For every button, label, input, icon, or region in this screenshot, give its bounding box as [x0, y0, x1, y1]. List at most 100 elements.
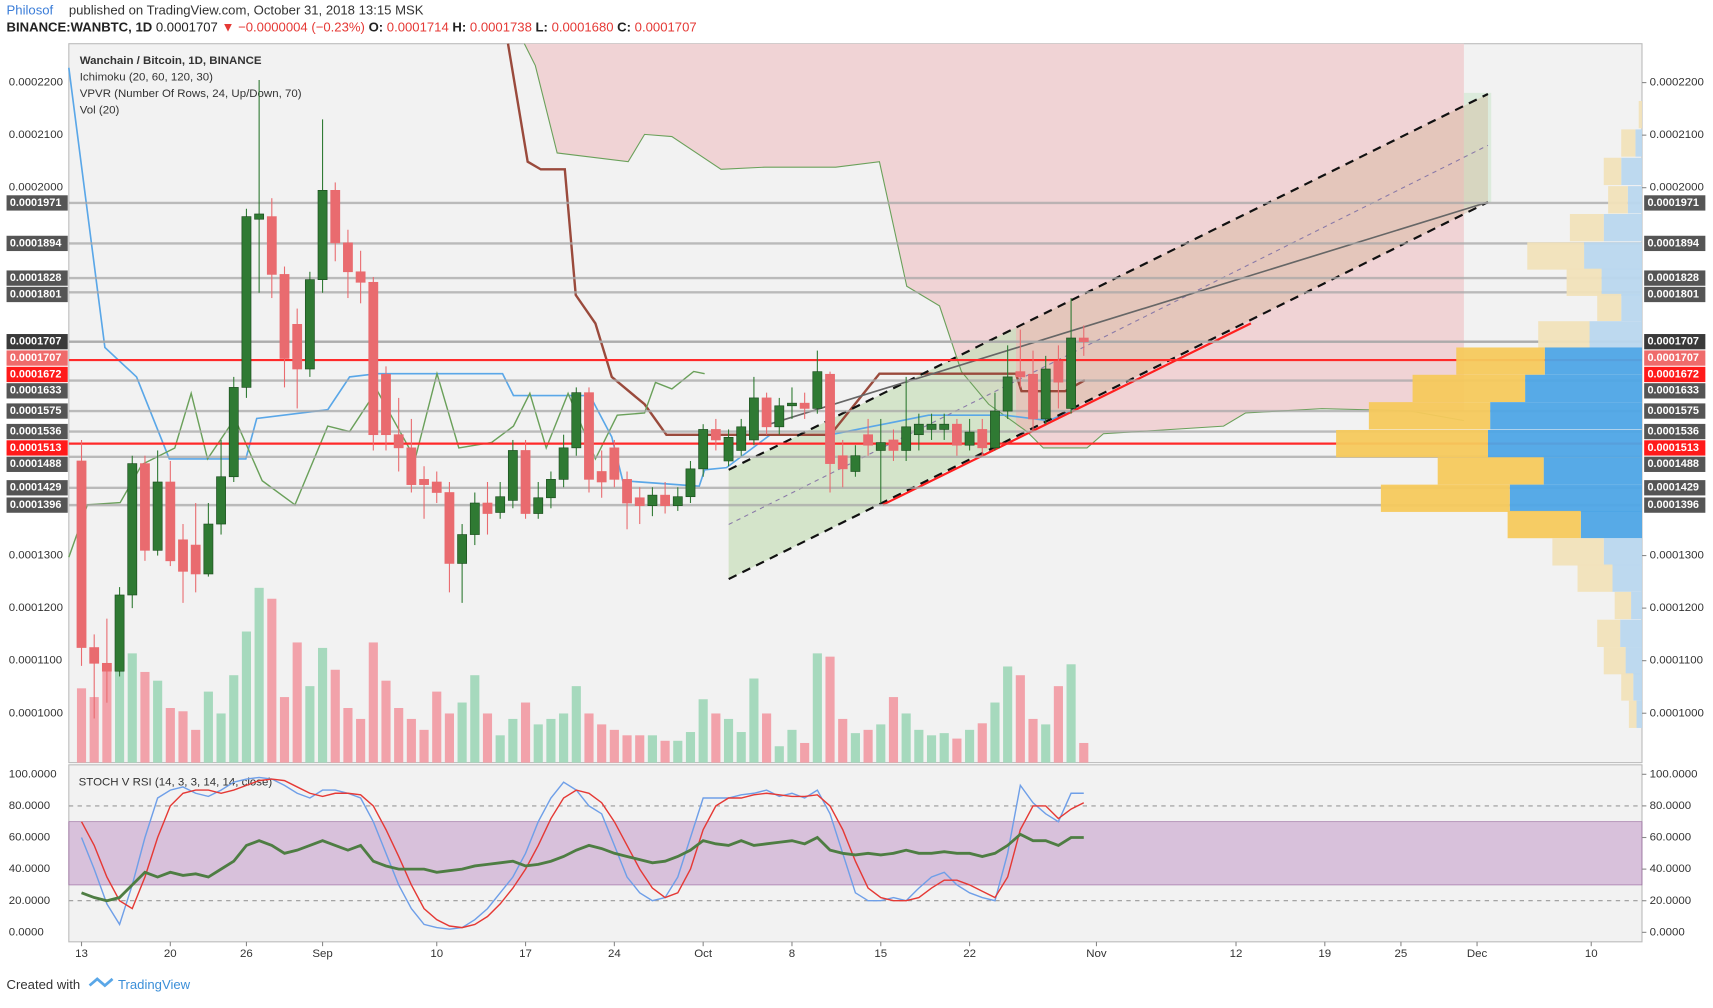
footer-brand[interactable]: TradingView	[118, 977, 191, 992]
candle-body	[926, 423, 937, 430]
support-line	[882, 322, 1252, 506]
candle-body	[837, 455, 848, 470]
price-tag-label: 0.0001971	[1647, 197, 1699, 209]
y-tick-label: 0.0001200	[1650, 602, 1704, 614]
volume-bar	[115, 645, 125, 763]
price-tag-label: 0.0001488	[1647, 458, 1699, 470]
candle-body	[444, 492, 455, 564]
header-part: 0.0001680	[552, 20, 614, 35]
price-tag-label: 0.0001633	[10, 385, 62, 397]
volume-bar	[368, 642, 378, 763]
vpvr-up	[1487, 429, 1642, 458]
candle-body	[1028, 373, 1038, 420]
candle-body	[355, 271, 366, 283]
header-part: C:	[617, 20, 631, 35]
vpvr-up	[1621, 293, 1642, 322]
price-tag	[6, 497, 68, 513]
candle-body	[317, 189, 328, 280]
candle-body	[216, 476, 226, 525]
vpvr-up	[1490, 402, 1642, 430]
channel-fill-green	[728, 327, 1017, 580]
volume-bar	[165, 708, 175, 763]
price-tag	[6, 270, 68, 286]
price-tag-label: 0.0001707	[1647, 336, 1699, 348]
candle-body	[723, 436, 734, 462]
x-tick-label: 17	[519, 948, 532, 960]
published: published on TradingView.com, October 31…	[69, 2, 424, 17]
candle-body	[533, 497, 544, 514]
price-tag-label: 0.0001536	[10, 425, 62, 437]
volume-bar	[622, 735, 632, 763]
footer-text: Created with	[7, 977, 81, 992]
candle-body	[482, 502, 493, 514]
candle-body	[381, 373, 391, 436]
candle-body	[419, 479, 429, 485]
candle-body	[127, 463, 138, 596]
candle-body	[1015, 371, 1026, 378]
x-tick-label: 19	[1318, 948, 1331, 960]
y-tick-label: 0.0002000	[1650, 182, 1704, 194]
price-tag	[1644, 286, 1706, 303]
candle-body	[990, 410, 1000, 449]
x-tick-label: Nov	[1086, 948, 1107, 960]
candle-body	[787, 402, 797, 407]
price-tag	[1644, 350, 1706, 366]
x-tick-label: 13	[75, 948, 88, 960]
x-tick-label: 10	[430, 948, 443, 960]
volume-bar	[838, 718, 848, 763]
volume-bar	[317, 647, 328, 763]
y-tick-label: 60.0000	[9, 832, 50, 844]
x-tick-label: Dec	[1467, 948, 1488, 960]
y-tick-label: 0.0001100	[9, 655, 62, 667]
volume-bar	[356, 718, 366, 763]
volume-bar	[343, 708, 353, 763]
y-tick-label: 60.0000	[1650, 832, 1691, 844]
vpvr-up	[1589, 321, 1642, 349]
price-tag	[6, 440, 68, 456]
volume-bar	[711, 713, 721, 763]
volume-bar	[939, 733, 949, 763]
y-tick-label: 40.0000	[1650, 863, 1691, 875]
y-tick-label: 80.0000	[9, 800, 50, 812]
volume-bar	[685, 732, 696, 763]
price-tag-label: 0.0001707	[1647, 352, 1699, 364]
candle-body	[558, 447, 569, 480]
price-tag-label: 0.0001828	[1647, 272, 1699, 284]
volume-bar	[584, 713, 594, 763]
volume-bar	[305, 686, 315, 763]
vpvr-up	[1633, 673, 1642, 701]
candle-body	[406, 447, 417, 485]
vpvr-down	[1336, 429, 1488, 458]
volume-bar	[736, 732, 746, 763]
volume-bar	[863, 729, 873, 763]
price-tag	[1644, 403, 1706, 419]
candle-body	[672, 496, 683, 506]
candle-body	[596, 471, 607, 483]
volume-bar	[203, 691, 213, 763]
x-tick-label: 25	[1395, 948, 1408, 960]
header-part: 0.0001714	[387, 20, 449, 35]
volume-bar	[229, 675, 239, 763]
author[interactable]: Philosof	[7, 2, 54, 17]
y-tick-label: 0.0001100	[1650, 655, 1703, 667]
volume-bar	[952, 738, 962, 763]
volume-bar	[533, 724, 543, 763]
price-tag	[1644, 366, 1706, 383]
vpvr-down	[1437, 457, 1544, 485]
volume-bar	[127, 653, 137, 763]
header-part: 0.0001707	[156, 20, 218, 35]
volume-bar	[102, 664, 112, 763]
vpvr-down	[1380, 484, 1510, 512]
price-tag	[6, 235, 68, 252]
volume-bar	[267, 598, 277, 763]
volume-bar	[546, 718, 556, 763]
volume-bar	[406, 718, 416, 763]
volume-bar	[926, 735, 937, 763]
vpvr-down	[1608, 186, 1628, 214]
stoch-pane	[68, 764, 1643, 943]
volume-bar	[330, 669, 340, 763]
vpvr-down	[1603, 647, 1626, 675]
x-tick-label: 15	[874, 948, 887, 960]
volume-bar	[762, 713, 772, 763]
